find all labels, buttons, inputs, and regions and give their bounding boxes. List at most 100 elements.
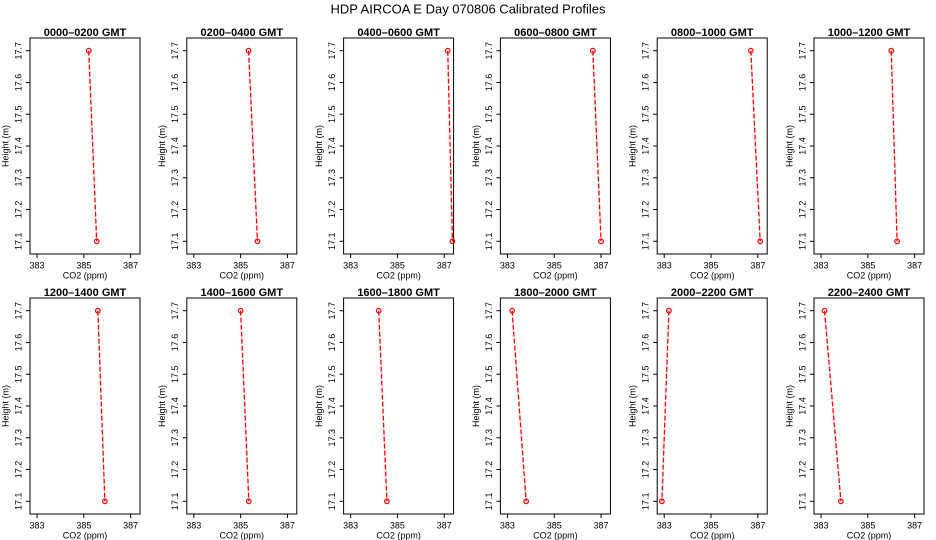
data-point [821, 307, 828, 314]
profile-line [750, 50, 761, 242]
y-tick-label: 17.3 [170, 169, 180, 187]
y-tick-label: 17.1 [13, 493, 23, 511]
y-tick-label: 17.2 [13, 201, 23, 219]
y-tick-label: 17.1 [13, 233, 23, 251]
y-tick-label: 17.4 [170, 137, 180, 155]
y-tick-label: 17.7 [13, 302, 23, 320]
data-point [101, 498, 108, 505]
y-tick-label: 17.1 [797, 493, 807, 511]
x-tick-label: 383 [500, 520, 515, 530]
x-tick-label: 383 [343, 260, 358, 270]
x-tick-label: 385 [390, 520, 405, 530]
x-axis-label: CO2 (ppm) [63, 270, 108, 280]
y-tick-label: 17.7 [170, 302, 180, 320]
profile-line [823, 310, 842, 502]
y-tick-label: 17.6 [327, 334, 337, 352]
data-point [509, 307, 516, 314]
x-tick-label: 387 [437, 260, 452, 270]
x-tick-label: 385 [704, 520, 719, 530]
x-axis-label: CO2 (ppm) [376, 530, 421, 540]
y-tick-label: 17.3 [327, 169, 337, 187]
panel-title: 1200–1400 GMT [44, 287, 127, 299]
y-tick-label: 17.7 [641, 42, 651, 60]
x-tick-label: 385 [390, 260, 405, 270]
y-tick-label: 17.7 [13, 42, 23, 60]
y-tick-label: 17.6 [13, 334, 23, 352]
plot-frame [29, 37, 141, 255]
y-tick-label: 17.2 [641, 201, 651, 219]
panel-title: 0600–0800 GMT [514, 27, 597, 39]
y-tick-label: 17.2 [641, 461, 651, 479]
y-tick-label: 17.4 [13, 137, 23, 155]
panel-title: 2000–2200 GMT [671, 287, 754, 299]
y-tick-label: 17.4 [641, 137, 651, 155]
y-tick-label: 17.3 [641, 429, 651, 447]
y-axis-label: Height (m) [628, 125, 638, 167]
x-tick-label: 387 [280, 520, 295, 530]
panel-title: 1600–1800 GMT [357, 287, 440, 299]
y-tick-label: 17.3 [13, 169, 23, 187]
panel-title: 1800–2000 GMT [514, 287, 597, 299]
x-tick-label: 383 [500, 260, 515, 270]
panel-title: 0400–0600 GMT [357, 27, 440, 39]
plot-frame [656, 297, 768, 515]
data-point [245, 47, 252, 54]
y-tick-label: 17.5 [484, 365, 494, 383]
data-point [888, 47, 895, 54]
y-axis-label: Height (m) [314, 125, 324, 167]
y-tick-label: 17.2 [327, 461, 337, 479]
y-tick-label: 17.6 [641, 334, 651, 352]
y-tick-label: 17.6 [484, 334, 494, 352]
y-tick-label: 17.2 [327, 201, 337, 219]
x-tick-label: 387 [280, 260, 295, 270]
y-tick-label: 17.4 [327, 397, 337, 415]
plot-frame [499, 297, 611, 515]
y-tick-label: 17.5 [170, 365, 180, 383]
y-tick-label: 17.5 [13, 105, 23, 123]
profile-line [890, 50, 898, 242]
profile-line [97, 310, 106, 502]
plot-frame [343, 37, 455, 255]
y-tick-label: 17.1 [327, 493, 337, 511]
plot-frame [813, 297, 925, 515]
profile-line [88, 50, 98, 242]
data-point [383, 498, 390, 505]
y-tick-label: 17.5 [797, 365, 807, 383]
data-point [254, 238, 261, 245]
y-tick-label: 17.4 [170, 397, 180, 415]
y-axis-label: Height (m) [471, 125, 481, 167]
x-axis-label: CO2 (ppm) [376, 270, 421, 280]
y-tick-label: 17.5 [641, 105, 651, 123]
y-tick-label: 17.5 [327, 365, 337, 383]
y-tick-label: 17.7 [484, 42, 494, 60]
y-axis-label: Height (m) [628, 385, 638, 427]
y-tick-label: 17.3 [327, 429, 337, 447]
x-tick-label: 387 [437, 520, 452, 530]
x-tick-label: 387 [907, 260, 922, 270]
y-tick-label: 17.2 [797, 201, 807, 219]
x-tick-label: 387 [123, 520, 138, 530]
y-tick-label: 17.1 [170, 493, 180, 511]
x-axis-label: CO2 (ppm) [847, 270, 892, 280]
x-axis-label: CO2 (ppm) [533, 530, 578, 540]
profile-line [661, 310, 670, 502]
y-tick-label: 17.1 [484, 233, 494, 251]
panel-title: 1400–1600 GMT [201, 287, 284, 299]
plot-frame [186, 37, 298, 255]
plot-frame [186, 297, 298, 515]
y-tick-label: 17.7 [797, 42, 807, 60]
y-tick-label: 17.2 [13, 461, 23, 479]
plot-frame [656, 37, 768, 255]
y-axis-label: Height (m) [784, 125, 794, 167]
data-point [838, 498, 844, 505]
data-point [598, 238, 604, 245]
y-tick-label: 17.7 [641, 302, 651, 320]
y-tick-label: 17.2 [797, 461, 807, 479]
y-tick-label: 17.4 [13, 397, 23, 415]
x-tick-label: 387 [123, 260, 138, 270]
x-tick-label: 383 [814, 260, 829, 270]
y-tick-label: 17.3 [170, 429, 180, 447]
x-axis-label: CO2 (ppm) [847, 530, 892, 540]
y-tick-label: 17.1 [641, 233, 651, 251]
